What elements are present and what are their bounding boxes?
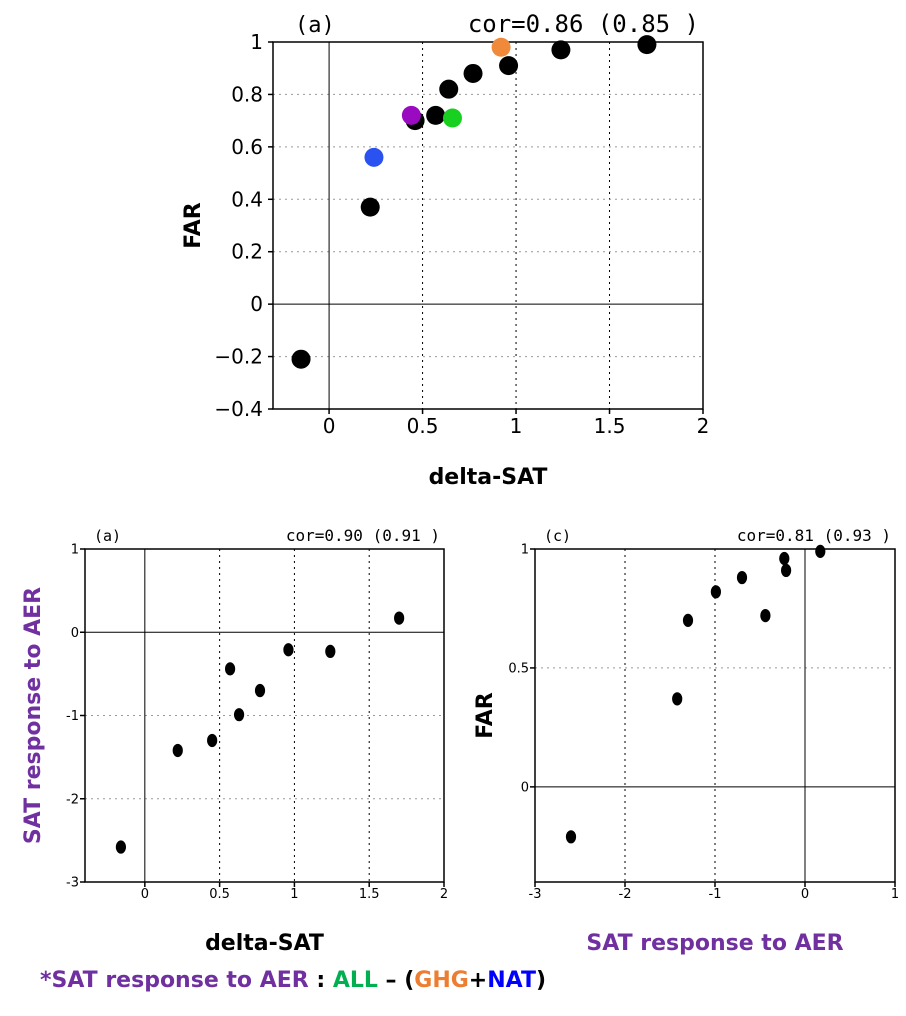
- plot-frame: [272, 41, 704, 410]
- y-axis-label: FAR: [473, 692, 498, 739]
- y-tick-label: 0.6: [231, 135, 263, 159]
- panel-a-bottom-left: 0 0.5 1 1.5 2 -3 -2 -1 0 1 (a) cor=0.90 (0.91 ) SAT …: [21, 526, 448, 956]
- data-point: [283, 643, 294, 657]
- data-point: [115, 840, 126, 854]
- data-point: [551, 40, 571, 60]
- y-tick-label: 1: [521, 543, 529, 558]
- x-tick-label: -1: [709, 887, 722, 902]
- x-tick-label: -2: [619, 887, 632, 902]
- data-point: [682, 613, 694, 627]
- y-axis-label: FAR: [181, 202, 206, 249]
- data-point: [439, 79, 459, 99]
- y-tick-label: 0.4: [231, 187, 263, 211]
- y-tick-label: 0.8: [231, 82, 263, 106]
- x-tick-label: 2: [440, 887, 448, 902]
- y-tick-label: −0.2: [214, 345, 263, 369]
- data-point: [172, 743, 183, 758]
- panel-a-top: 0 0.5 1 1.5 2 −0.4 −0.2 0 0.2 0.4 0.6 0.8 1 (a) cor=0.…: [181, 10, 709, 490]
- x-tick-label: 0: [141, 887, 149, 902]
- data-point: [254, 683, 266, 698]
- x-tick-label: 1.5: [359, 887, 380, 902]
- data-point: [637, 35, 657, 55]
- correlation-annotation: cor=0.81 (0.93 ): [737, 526, 891, 545]
- footnote-close: ): [535, 968, 547, 993]
- panel-c-bottom-right: -3 -2 -1 0 1 0 0.5 1 (c) cor=0.81 (0.93 ) FAR SAT r…: [473, 526, 899, 956]
- y-tick-label: 0.5: [508, 661, 529, 676]
- data-point: [224, 662, 236, 676]
- data-point: [672, 692, 683, 706]
- data-point: [207, 733, 218, 748]
- y-tick-label: 0: [521, 780, 529, 795]
- footnote: *SAT response to AER : ALL – (GHG+NAT): [40, 968, 546, 993]
- footnote-plus: +: [468, 968, 488, 993]
- plot-frame: [84, 548, 445, 883]
- y-tick-label: -2: [66, 792, 79, 807]
- footnote-sep: :: [308, 968, 333, 993]
- footnote-dash: – (: [377, 968, 415, 993]
- data-point: [565, 830, 577, 844]
- y-tick-label: 0.2: [231, 240, 263, 264]
- y-tick-label: -1: [66, 709, 79, 724]
- panel-label: (c): [544, 527, 571, 545]
- y-tick-label: 0: [250, 292, 263, 316]
- x-axis-label: delta-SAT: [205, 931, 324, 956]
- data-point: [291, 349, 311, 369]
- correlation-annotation: cor=0.86 (0.85 ): [468, 10, 699, 38]
- data-point: [779, 551, 790, 566]
- data-point: [736, 570, 748, 585]
- data-point: [233, 708, 245, 722]
- footnote-all: ALL: [332, 968, 378, 993]
- footnote-prefix: *SAT response to AER: [40, 968, 309, 993]
- y-tick-label: 1: [250, 30, 263, 54]
- data-point: [401, 105, 421, 125]
- x-tick-label: 1: [290, 887, 298, 902]
- data-point: [442, 108, 462, 128]
- y-tick-label: −0.4: [214, 397, 263, 421]
- data-point: [760, 609, 771, 623]
- data-point: [815, 544, 826, 558]
- footnote-ghg: GHG: [414, 968, 469, 993]
- data-point: [781, 563, 792, 578]
- x-axis-label: SAT response to AER: [586, 931, 843, 956]
- x-tick-label: 1: [510, 414, 523, 438]
- data-point: [394, 611, 405, 625]
- y-axis-label: SAT response to AER: [21, 587, 46, 844]
- data-point: [710, 585, 722, 599]
- y-tick-label: 1: [71, 543, 79, 558]
- x-tick-label: 0.5: [209, 887, 230, 902]
- x-axis-label: delta-SAT: [429, 465, 548, 490]
- y-tick-label: -3: [66, 876, 79, 891]
- x-tick-label: 0.5: [407, 414, 439, 438]
- data-point: [491, 37, 511, 57]
- data-point: [499, 56, 519, 76]
- correlation-annotation: cor=0.90 (0.91 ): [286, 526, 440, 545]
- x-tick-label: 0: [323, 414, 336, 438]
- x-tick-label: 2: [697, 414, 710, 438]
- data-point: [364, 147, 384, 167]
- panel-label: (a): [295, 13, 335, 38]
- data-point: [426, 105, 446, 125]
- footnote-nat: NAT: [487, 968, 536, 993]
- x-tick-label: 1.5: [594, 414, 626, 438]
- x-tick-label: 0: [801, 887, 809, 902]
- data-point: [463, 63, 483, 83]
- data-point: [360, 197, 380, 217]
- x-tick-label: 1: [891, 887, 899, 902]
- y-tick-label: 0: [71, 626, 79, 641]
- data-point: [325, 644, 336, 658]
- x-tick-label: -3: [529, 887, 542, 902]
- panel-label: (a): [94, 527, 121, 545]
